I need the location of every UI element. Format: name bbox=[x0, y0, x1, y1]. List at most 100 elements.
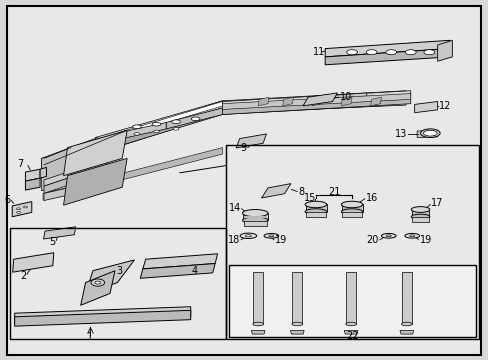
Ellipse shape bbox=[242, 217, 267, 224]
Polygon shape bbox=[71, 108, 222, 161]
Text: 21: 21 bbox=[327, 186, 340, 197]
Text: 1: 1 bbox=[87, 332, 93, 342]
Polygon shape bbox=[222, 94, 410, 109]
Ellipse shape bbox=[132, 125, 141, 129]
Ellipse shape bbox=[171, 120, 180, 123]
Polygon shape bbox=[303, 93, 337, 106]
Polygon shape bbox=[142, 254, 217, 269]
Text: 19: 19 bbox=[419, 235, 431, 245]
Bar bbox=[411, 217, 428, 222]
Polygon shape bbox=[222, 98, 405, 114]
Ellipse shape bbox=[91, 279, 104, 286]
Ellipse shape bbox=[152, 122, 161, 126]
Ellipse shape bbox=[305, 201, 326, 208]
Polygon shape bbox=[342, 204, 362, 212]
Polygon shape bbox=[63, 158, 127, 205]
Text: 14: 14 bbox=[228, 203, 241, 213]
Ellipse shape bbox=[268, 235, 273, 237]
Ellipse shape bbox=[405, 50, 415, 55]
Ellipse shape bbox=[191, 117, 200, 121]
Polygon shape bbox=[222, 91, 405, 108]
Polygon shape bbox=[41, 103, 222, 163]
Ellipse shape bbox=[410, 207, 429, 212]
Ellipse shape bbox=[341, 201, 362, 208]
Ellipse shape bbox=[245, 235, 251, 237]
Polygon shape bbox=[325, 40, 449, 57]
Polygon shape bbox=[95, 108, 222, 151]
Ellipse shape bbox=[17, 208, 20, 210]
Text: 2: 2 bbox=[20, 271, 26, 282]
Polygon shape bbox=[258, 97, 268, 106]
Text: 13: 13 bbox=[394, 129, 406, 139]
Polygon shape bbox=[414, 102, 437, 113]
Bar bbox=[10, 228, 225, 339]
Polygon shape bbox=[81, 271, 115, 305]
Polygon shape bbox=[282, 97, 293, 106]
Polygon shape bbox=[43, 148, 90, 178]
Polygon shape bbox=[311, 97, 322, 106]
Bar bbox=[342, 212, 361, 217]
Text: 22: 22 bbox=[345, 330, 358, 341]
Polygon shape bbox=[346, 272, 355, 324]
Polygon shape bbox=[290, 330, 304, 334]
Ellipse shape bbox=[134, 133, 140, 135]
Polygon shape bbox=[41, 101, 222, 166]
Text: 7: 7 bbox=[18, 159, 23, 169]
Polygon shape bbox=[44, 183, 90, 201]
Text: 18: 18 bbox=[228, 235, 240, 246]
Polygon shape bbox=[85, 260, 134, 293]
Ellipse shape bbox=[423, 50, 434, 55]
Polygon shape bbox=[344, 330, 357, 334]
Polygon shape bbox=[411, 210, 428, 217]
Polygon shape bbox=[63, 130, 127, 176]
Polygon shape bbox=[15, 307, 190, 323]
Polygon shape bbox=[25, 178, 40, 190]
Polygon shape bbox=[236, 134, 266, 148]
Polygon shape bbox=[317, 93, 366, 103]
Polygon shape bbox=[370, 97, 381, 106]
Text: 10: 10 bbox=[339, 92, 351, 102]
Polygon shape bbox=[222, 91, 410, 108]
Text: 20: 20 bbox=[366, 235, 378, 246]
Polygon shape bbox=[222, 100, 405, 113]
Bar bbox=[225, 145, 478, 339]
Text: 5: 5 bbox=[50, 237, 56, 247]
Polygon shape bbox=[292, 272, 302, 324]
Ellipse shape bbox=[404, 234, 419, 238]
Ellipse shape bbox=[345, 322, 356, 326]
Polygon shape bbox=[44, 177, 71, 193]
Ellipse shape bbox=[341, 209, 362, 215]
Ellipse shape bbox=[423, 130, 436, 136]
Ellipse shape bbox=[401, 322, 411, 326]
Polygon shape bbox=[44, 171, 71, 186]
Polygon shape bbox=[243, 213, 267, 220]
Polygon shape bbox=[251, 330, 264, 334]
Polygon shape bbox=[437, 40, 451, 61]
Bar bbox=[243, 221, 266, 226]
Text: 12: 12 bbox=[438, 101, 450, 111]
Text: 17: 17 bbox=[430, 198, 443, 208]
Ellipse shape bbox=[386, 235, 390, 237]
Polygon shape bbox=[40, 167, 46, 178]
Polygon shape bbox=[25, 169, 40, 181]
Polygon shape bbox=[12, 202, 32, 217]
Ellipse shape bbox=[305, 209, 326, 215]
Polygon shape bbox=[325, 49, 449, 65]
Text: 16: 16 bbox=[365, 193, 377, 203]
Ellipse shape bbox=[264, 234, 278, 238]
Ellipse shape bbox=[95, 281, 101, 284]
Polygon shape bbox=[43, 227, 76, 239]
Ellipse shape bbox=[291, 322, 302, 326]
Ellipse shape bbox=[381, 234, 395, 238]
Ellipse shape bbox=[409, 235, 414, 237]
Text: 9: 9 bbox=[240, 143, 246, 153]
Polygon shape bbox=[401, 272, 411, 324]
Polygon shape bbox=[305, 204, 326, 212]
Ellipse shape bbox=[242, 210, 267, 217]
Ellipse shape bbox=[23, 206, 27, 208]
Ellipse shape bbox=[153, 130, 159, 133]
Ellipse shape bbox=[366, 50, 376, 55]
Polygon shape bbox=[416, 130, 437, 138]
Polygon shape bbox=[95, 101, 222, 145]
Polygon shape bbox=[95, 102, 222, 144]
